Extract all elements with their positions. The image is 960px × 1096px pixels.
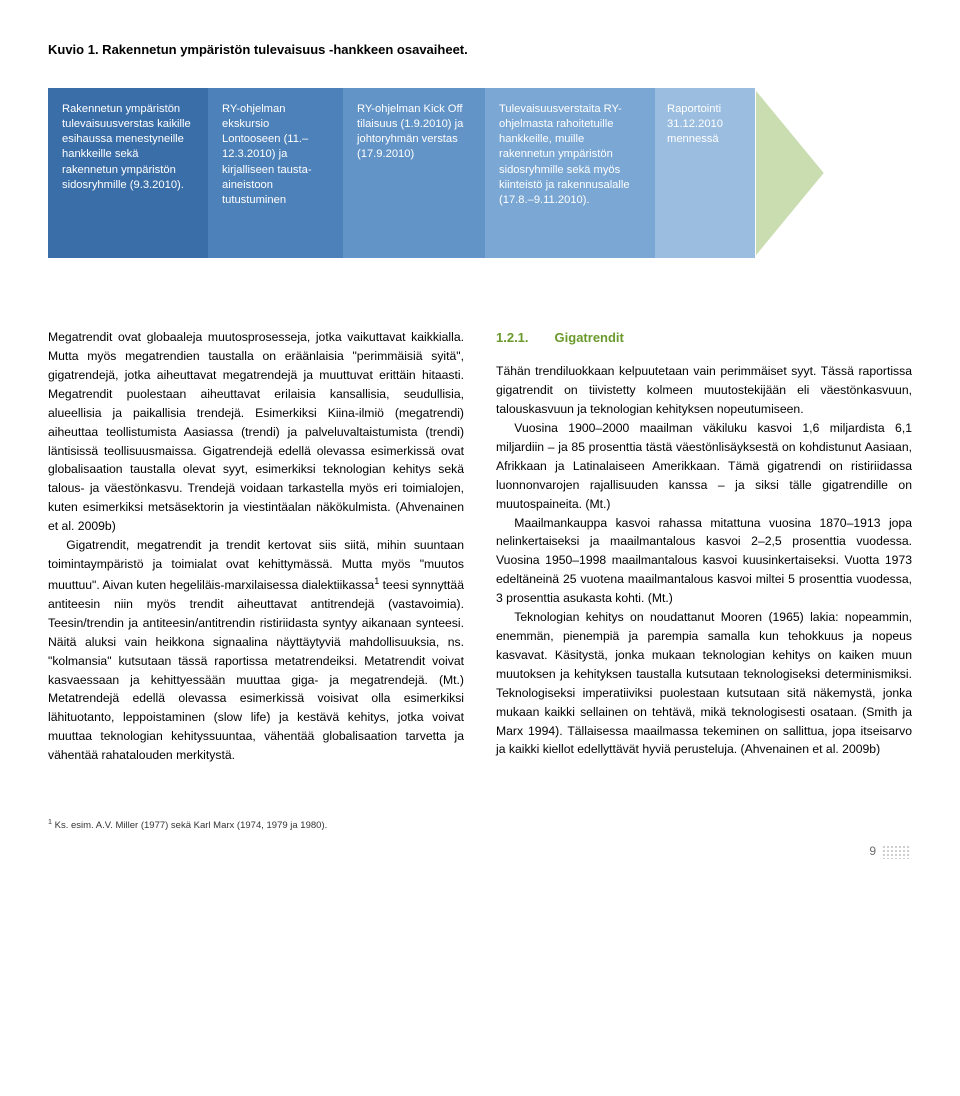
right-column: 1.2.1. Gigatrendit Tähän trendiluokkaan k…: [496, 328, 912, 765]
footnote: 1 Ks. esim. A.V. Miller (1977) sekä Karl…: [48, 817, 912, 834]
flow-step-label: Tulevaisuusverstaita RY-ohjelmasta rahoi…: [499, 102, 641, 208]
page-number: 9: [48, 842, 912, 861]
page-number-value: 9: [869, 844, 876, 858]
left-column: Megatrendit ovat globaaleja muutosproses…: [48, 328, 464, 765]
page-ornament-icon: [882, 845, 910, 859]
left-p2b: teesi synnyttää antiteesin niin myös tre…: [48, 578, 464, 762]
flow-step-1: RY-ohjelman ekskursio Lontooseen (11.–12…: [208, 88, 343, 258]
flow-step-label: RY-ohjelman ekskursio Lontooseen (11.–12…: [222, 102, 329, 208]
flow-step-0: Rakennetun ympäristön tulevaisuusverstas…: [48, 88, 208, 258]
section-number: 1.2.1.: [496, 330, 529, 345]
left-p2: Gigatrendit, megatrendit ja trendit kert…: [48, 536, 464, 765]
right-p3: Maailmankauppa kasvoi rahassa mitattuna …: [496, 514, 912, 609]
body-columns: Megatrendit ovat globaaleja muutosproses…: [48, 328, 912, 765]
figure-caption: Kuvio 1. Rakennetun ympäristön tulevaisu…: [48, 40, 912, 60]
flow-step-label: RY-ohjelman Kick Off tilaisuus (1.9.2010…: [357, 102, 471, 162]
flow-step-3: Tulevaisuusverstaita RY-ohjelmasta rahoi…: [485, 88, 655, 258]
footnote-text: Ks. esim. A.V. Miller (1977) sekä Karl M…: [52, 820, 327, 831]
flow-step-4: Raportointi 31.12.2010 mennessä: [655, 88, 755, 258]
flow-step-2: RY-ohjelman Kick Off tilaisuus (1.9.2010…: [343, 88, 485, 258]
flow-arrowhead-icon: [755, 88, 825, 258]
right-p2: Vuosina 1900–2000 maailman väkiluku kasv…: [496, 419, 912, 514]
process-flow: Rakennetun ympäristön tulevaisuusverstas…: [48, 88, 912, 258]
right-p4: Teknologian kehitys on noudattanut Moore…: [496, 608, 912, 759]
section-heading: 1.2.1. Gigatrendit: [496, 328, 912, 348]
right-p1: Tähän trendiluokkaan kelpuutetaan vain p…: [496, 362, 912, 419]
flow-step-label: Rakennetun ympäristön tulevaisuusverstas…: [62, 102, 194, 193]
left-p1: Megatrendit ovat globaaleja muutosproses…: [48, 328, 464, 536]
flow-step-label: Raportointi 31.12.2010 mennessä: [667, 102, 751, 147]
section-title: Gigatrendit: [555, 330, 624, 345]
